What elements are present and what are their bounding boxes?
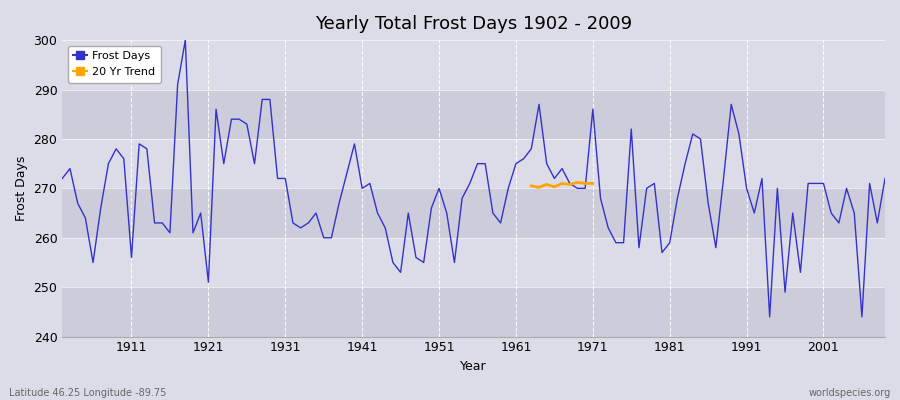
Bar	[62, 90, 885, 139]
Bar	[62, 238, 885, 287]
Text: worldspecies.org: worldspecies.org	[809, 388, 891, 398]
Bar	[62, 188, 885, 238]
Bar	[62, 139, 885, 188]
X-axis label: Year: Year	[460, 360, 487, 373]
Y-axis label: Frost Days: Frost Days	[15, 156, 28, 221]
Title: Yearly Total Frost Days 1902 - 2009: Yearly Total Frost Days 1902 - 2009	[315, 15, 632, 33]
Text: Latitude 46.25 Longitude -89.75: Latitude 46.25 Longitude -89.75	[9, 388, 166, 398]
Legend: Frost Days, 20 Yr Trend: Frost Days, 20 Yr Trend	[68, 46, 161, 82]
Bar	[62, 287, 885, 336]
Bar	[62, 40, 885, 90]
